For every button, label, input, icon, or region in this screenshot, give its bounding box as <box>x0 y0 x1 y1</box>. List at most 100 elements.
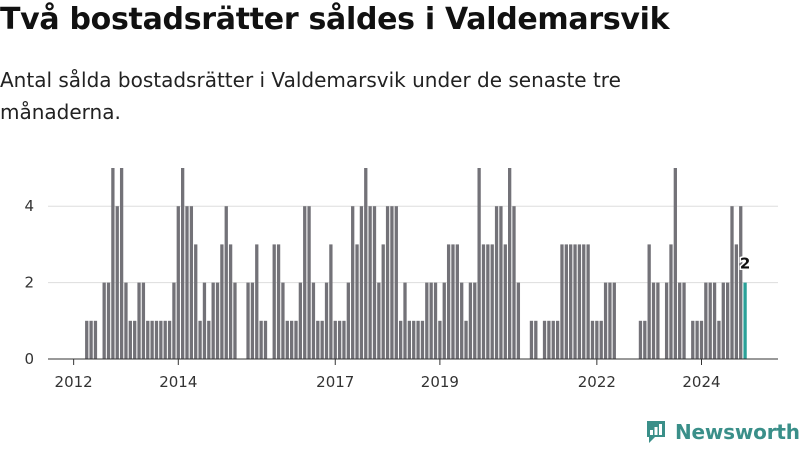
bar <box>342 320 346 359</box>
bar <box>577 244 582 359</box>
bar <box>355 244 359 359</box>
bar <box>560 244 564 359</box>
bar <box>106 282 111 359</box>
bar <box>425 282 429 359</box>
bar <box>303 206 307 359</box>
bar <box>590 320 595 359</box>
bar <box>599 320 603 359</box>
chart-subtitle: Antal sålda bostadsrätter i Valdemarsvik… <box>0 68 621 124</box>
x-tick-label: 2024 <box>682 373 720 391</box>
bar <box>708 282 712 359</box>
y-tick-label: 4 <box>24 197 34 215</box>
bar <box>647 244 651 359</box>
bar <box>582 244 586 359</box>
bar <box>699 320 704 359</box>
x-tick-label: 2014 <box>159 373 197 391</box>
bar <box>285 320 289 359</box>
bar <box>664 282 669 359</box>
bar <box>403 282 407 359</box>
bar <box>351 206 355 359</box>
bar <box>473 282 477 359</box>
bar <box>603 282 608 359</box>
bar <box>364 168 368 359</box>
bar <box>464 320 468 359</box>
bar <box>442 282 446 359</box>
bar <box>412 320 416 359</box>
bar <box>154 320 159 359</box>
bar <box>739 206 743 359</box>
bar <box>111 168 115 359</box>
bar <box>712 282 717 359</box>
bar <box>124 282 128 359</box>
bar <box>137 282 141 359</box>
bar <box>298 282 303 359</box>
bar <box>651 282 656 359</box>
bar <box>163 320 167 359</box>
x-axis: 2012 2014 2017 2019 2022 2024 <box>48 358 778 391</box>
bar <box>416 320 420 359</box>
bar <box>93 320 98 359</box>
bar <box>215 282 220 359</box>
bar <box>455 244 459 359</box>
bar <box>468 282 473 359</box>
bar <box>390 206 394 359</box>
bar <box>420 320 425 359</box>
bar <box>246 282 250 359</box>
bar <box>133 320 137 359</box>
bar <box>259 320 263 359</box>
bar <box>272 244 276 359</box>
bar <box>512 206 516 359</box>
bar <box>359 206 364 359</box>
bar <box>115 206 119 359</box>
bar <box>207 320 211 359</box>
x-tick-label: 2019 <box>421 373 459 391</box>
x-tick-label: 2012 <box>55 373 93 391</box>
y-tick-label: 2 <box>24 274 34 292</box>
bar <box>704 282 708 359</box>
bar <box>643 320 647 359</box>
bar <box>743 282 747 359</box>
bar <box>150 320 154 359</box>
bar <box>141 282 146 359</box>
bar <box>555 320 560 359</box>
bar <box>494 206 499 359</box>
bar <box>281 282 285 359</box>
bar <box>564 244 568 359</box>
bar <box>678 282 682 359</box>
bar <box>529 320 534 359</box>
brand-name: Newsworthy <box>675 420 800 444</box>
y-tick-label: 0 <box>24 350 34 368</box>
bar <box>638 320 643 359</box>
bar <box>276 244 281 359</box>
bar <box>333 320 337 359</box>
bar <box>407 320 412 359</box>
y-axis-labels: 0 2 4 <box>24 197 34 368</box>
bar <box>189 206 194 359</box>
bar <box>516 282 521 359</box>
bar <box>181 168 185 359</box>
bar <box>119 168 124 359</box>
bar <box>198 320 202 359</box>
gridlines <box>48 205 778 284</box>
bar <box>146 320 150 359</box>
bar <box>329 244 333 359</box>
bar <box>311 282 316 359</box>
bar <box>233 282 237 359</box>
bar <box>682 282 686 359</box>
bar <box>669 244 673 359</box>
newsworthy-logo-icon <box>647 421 665 443</box>
bar <box>399 320 403 359</box>
bar <box>167 320 172 359</box>
bar <box>394 206 398 359</box>
bar <box>307 206 311 359</box>
bar <box>547 320 551 359</box>
bar <box>608 282 612 359</box>
x-tick-label: 2022 <box>578 373 616 391</box>
bar <box>656 282 660 359</box>
bar <box>255 244 259 359</box>
bar <box>499 206 503 359</box>
bar <box>438 320 442 359</box>
bar <box>429 282 433 359</box>
bar <box>185 206 189 359</box>
bar <box>503 244 507 359</box>
